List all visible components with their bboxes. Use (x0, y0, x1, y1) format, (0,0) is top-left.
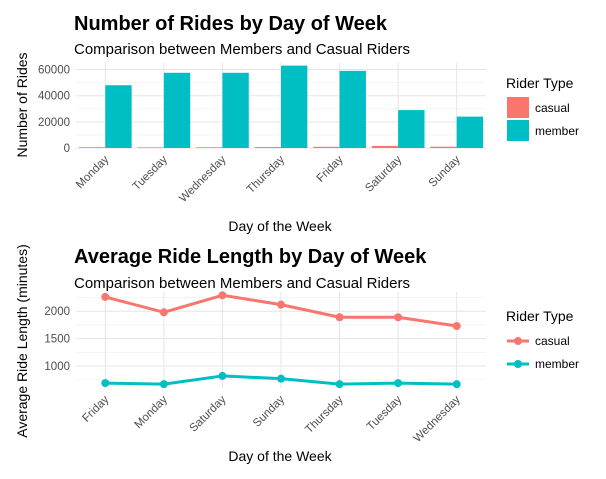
x-tick-label: Tuesday (365, 393, 405, 433)
legend-1-member-swatch (507, 120, 529, 141)
x-tick-label: Tuesday (131, 153, 171, 193)
y-tick-label: 1000 (44, 361, 70, 373)
point-member (452, 380, 461, 389)
chart-2-legend: Rider Type casual member (506, 308, 579, 371)
bar-casual (313, 146, 340, 148)
x-tick-label: Monday (74, 153, 112, 191)
bar-member (222, 72, 249, 148)
chart-1-bars (78, 65, 484, 148)
bar-casual (371, 145, 399, 148)
legend-2-casual-point (514, 337, 522, 345)
bar-casual (254, 147, 281, 148)
chart-2-x-ticks: Friday Monday Saturday Sunday Thursday Tuesda… (80, 393, 463, 444)
bar-member (281, 65, 308, 148)
chart-2-legend-title: Rider Type (506, 308, 574, 324)
rides-bar-chart: Number of Rides by Day of Week Compariso… (14, 13, 579, 234)
x-tick-label: Thursday (245, 153, 288, 196)
chart-2-y-axis-title: Average Ride Length (minutes) (14, 244, 30, 438)
bar-member (163, 72, 191, 148)
chart-1-subtitle: Comparison between Members and Casual Ri… (74, 41, 410, 58)
point-member (277, 374, 285, 383)
point-casual (452, 322, 461, 331)
chart-1-x-ticks: Monday Tuesday Wednesday Thursday Friday Satu… (74, 153, 463, 204)
bar-casual (137, 147, 164, 148)
chart-2-title: Average Ride Length by Day of Week (74, 246, 427, 268)
chart-2-subtitle: Comparison between Members and Casual Ri… (74, 275, 410, 292)
y-tick-label: 40000 (38, 91, 70, 103)
y-tick-label: 20000 (38, 117, 70, 129)
chart-1-legend-title: Rider Type (506, 75, 574, 91)
point-member (101, 379, 110, 388)
chart-1-y-ticks: 0 20000 40000 60000 (38, 65, 70, 155)
x-tick-label: Friday (315, 153, 346, 184)
point-casual (335, 313, 344, 322)
point-member (218, 371, 227, 380)
x-tick-label: Saturday (188, 393, 229, 434)
y-tick-label: 0 (64, 143, 70, 155)
x-tick-label: Wednesday (177, 153, 228, 204)
point-member (159, 380, 168, 389)
bar-member (398, 110, 425, 148)
ride-length-line-chart: Average Ride Length by Day of Week Compa… (14, 244, 579, 464)
legend-1-casual-swatch (507, 97, 529, 118)
point-casual (394, 313, 403, 322)
bar-member (339, 70, 366, 148)
bar-casual (430, 146, 457, 148)
y-tick-label: 1500 (44, 334, 70, 346)
chart-1-y-axis-title: Number of Rides (14, 52, 30, 157)
chart-2-points (101, 291, 461, 389)
legend-1-member-label: member (535, 124, 579, 138)
bar-member (105, 85, 132, 148)
point-member (335, 380, 344, 389)
x-tick-label: Monday (133, 393, 171, 431)
point-casual (101, 292, 110, 301)
bar-member (456, 116, 484, 148)
point-member (394, 379, 403, 388)
legend-2-member-label: member (535, 357, 579, 371)
y-tick-label: 60000 (38, 65, 70, 77)
legend-2-casual-label: casual (535, 334, 570, 348)
chart-1-legend: Rider Type casual member (506, 75, 579, 141)
chart-1-title: Number of Rides by Day of Week (74, 13, 388, 35)
chart-2-gridlines (76, 292, 486, 388)
point-casual (277, 300, 285, 309)
y-tick-label: 2000 (44, 306, 70, 318)
x-tick-label: Wednesday (412, 393, 463, 444)
x-tick-label: Sunday (427, 153, 463, 189)
point-casual (218, 291, 227, 300)
x-tick-label: Thursday (303, 393, 346, 436)
x-tick-label: Saturday (363, 153, 404, 194)
bar-casual (196, 147, 223, 148)
bar-casual (78, 147, 106, 148)
chart-2-x-axis-title: Day of the Week (228, 448, 332, 464)
x-tick-label: Sunday (251, 393, 287, 429)
chart-2-y-ticks: 1000 1500 2000 (44, 306, 70, 373)
point-casual (159, 308, 168, 317)
chart-1-x-axis-title: Day of the Week (228, 218, 332, 234)
legend-1-casual-label: casual (535, 101, 570, 115)
x-tick-label: Friday (80, 393, 111, 424)
legend-2-member-point (514, 360, 522, 368)
